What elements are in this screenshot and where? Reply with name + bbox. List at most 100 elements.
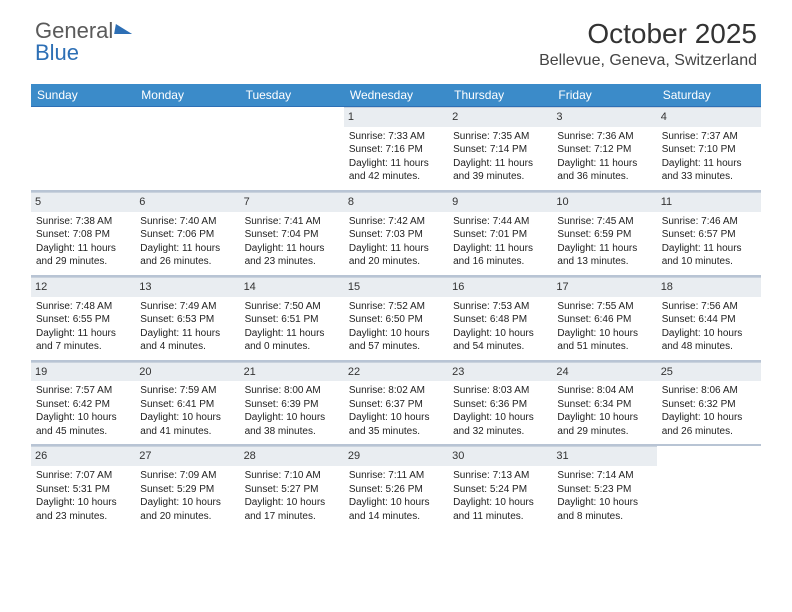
daylight-text: Daylight: 11 hours and 29 minutes. — [36, 242, 130, 269]
sunrise-text: Sunrise: 8:00 AM — [245, 384, 339, 398]
day-number: 9 — [448, 192, 552, 212]
sunset-text: Sunset: 6:51 PM — [245, 313, 339, 327]
sunset-text: Sunset: 5:27 PM — [245, 483, 339, 497]
sunset-text: Sunset: 6:46 PM — [557, 313, 651, 327]
daylight-text: Daylight: 10 hours and 45 minutes. — [36, 411, 130, 438]
sunrise-text: Sunrise: 7:50 AM — [245, 300, 339, 314]
day-number: 16 — [448, 277, 552, 297]
sunrise-text: Sunrise: 7:48 AM — [36, 300, 130, 314]
day-cell: 6Sunrise: 7:40 AMSunset: 7:06 PMDaylight… — [135, 192, 239, 276]
sunrise-text: Sunrise: 7:52 AM — [349, 300, 443, 314]
day-cell: 1Sunrise: 7:33 AMSunset: 7:16 PMDaylight… — [344, 107, 448, 191]
daylight-text: Daylight: 10 hours and 14 minutes. — [349, 496, 443, 523]
daylight-text: Daylight: 10 hours and 29 minutes. — [557, 411, 651, 438]
daylight-text: Daylight: 10 hours and 23 minutes. — [36, 496, 130, 523]
sunrise-text: Sunrise: 7:42 AM — [349, 215, 443, 229]
dayhead-mon: Monday — [135, 84, 239, 107]
day-cell: 11Sunrise: 7:46 AMSunset: 6:57 PMDayligh… — [657, 192, 761, 276]
sunrise-text: Sunrise: 7:56 AM — [662, 300, 756, 314]
daylight-text: Daylight: 11 hours and 42 minutes. — [349, 157, 443, 184]
day-cell: 27Sunrise: 7:09 AMSunset: 5:29 PMDayligh… — [135, 446, 239, 529]
day-cell: 7Sunrise: 7:41 AMSunset: 7:04 PMDaylight… — [240, 192, 344, 276]
daylight-text: Daylight: 10 hours and 8 minutes. — [557, 496, 651, 523]
sunrise-text: Sunrise: 7:33 AM — [349, 130, 443, 144]
sunset-text: Sunset: 6:32 PM — [662, 398, 756, 412]
sunset-text: Sunset: 6:36 PM — [453, 398, 547, 412]
sunset-text: Sunset: 6:41 PM — [140, 398, 234, 412]
week-row: 19Sunrise: 7:57 AMSunset: 6:42 PMDayligh… — [31, 362, 761, 446]
day-cell — [240, 107, 344, 191]
day-number: 1 — [344, 107, 448, 127]
sunrise-text: Sunrise: 7:37 AM — [662, 130, 756, 144]
sunset-text: Sunset: 6:50 PM — [349, 313, 443, 327]
sunset-text: Sunset: 6:59 PM — [557, 228, 651, 242]
month-title: October 2025 — [539, 18, 757, 50]
sunset-text: Sunset: 5:26 PM — [349, 483, 443, 497]
daylight-text: Daylight: 10 hours and 54 minutes. — [453, 327, 547, 354]
sunset-text: Sunset: 6:44 PM — [662, 313, 756, 327]
day-number: 8 — [344, 192, 448, 212]
sunrise-text: Sunrise: 7:53 AM — [453, 300, 547, 314]
dayhead-thu: Thursday — [448, 84, 552, 107]
week-row: 1Sunrise: 7:33 AMSunset: 7:16 PMDaylight… — [31, 107, 761, 191]
dayhead-fri: Friday — [552, 84, 656, 107]
sunrise-text: Sunrise: 7:35 AM — [453, 130, 547, 144]
sunset-text: Sunset: 7:12 PM — [557, 143, 651, 157]
sunset-text: Sunset: 6:53 PM — [140, 313, 234, 327]
day-cell: 26Sunrise: 7:07 AMSunset: 5:31 PMDayligh… — [31, 446, 135, 529]
week-row: 5Sunrise: 7:38 AMSunset: 7:08 PMDaylight… — [31, 192, 761, 276]
day-cell: 15Sunrise: 7:52 AMSunset: 6:50 PMDayligh… — [344, 277, 448, 361]
day-number: 14 — [240, 277, 344, 297]
dayhead-wed: Wednesday — [344, 84, 448, 107]
day-cell: 20Sunrise: 7:59 AMSunset: 6:41 PMDayligh… — [135, 362, 239, 446]
location: Bellevue, Geneva, Switzerland — [539, 52, 757, 70]
daylight-text: Daylight: 11 hours and 13 minutes. — [557, 242, 651, 269]
day-number: 19 — [31, 362, 135, 382]
sunrise-text: Sunrise: 7:14 AM — [557, 469, 651, 483]
day-cell — [657, 446, 761, 529]
sunset-text: Sunset: 6:48 PM — [453, 313, 547, 327]
sunrise-text: Sunrise: 7:10 AM — [245, 469, 339, 483]
sunrise-text: Sunrise: 8:04 AM — [557, 384, 651, 398]
day-cell: 14Sunrise: 7:50 AMSunset: 6:51 PMDayligh… — [240, 277, 344, 361]
title-block: October 2025 Bellevue, Geneva, Switzerla… — [539, 18, 757, 70]
day-number: 28 — [240, 446, 344, 466]
daylight-text: Daylight: 11 hours and 39 minutes. — [453, 157, 547, 184]
sunrise-text: Sunrise: 7:38 AM — [36, 215, 130, 229]
day-cell: 21Sunrise: 8:00 AMSunset: 6:39 PMDayligh… — [240, 362, 344, 446]
day-number: 10 — [552, 192, 656, 212]
day-number: 5 — [31, 192, 135, 212]
daylight-text: Daylight: 11 hours and 7 minutes. — [36, 327, 130, 354]
day-cell: 17Sunrise: 7:55 AMSunset: 6:46 PMDayligh… — [552, 277, 656, 361]
sunset-text: Sunset: 7:06 PM — [140, 228, 234, 242]
day-number: 3 — [552, 107, 656, 127]
day-number: 24 — [552, 362, 656, 382]
day-header-row: Sunday Monday Tuesday Wednesday Thursday… — [31, 84, 761, 107]
day-number: 2 — [448, 107, 552, 127]
day-number: 6 — [135, 192, 239, 212]
sunset-text: Sunset: 5:31 PM — [36, 483, 130, 497]
daylight-text: Daylight: 11 hours and 4 minutes. — [140, 327, 234, 354]
daylight-text: Daylight: 11 hours and 23 minutes. — [245, 242, 339, 269]
day-number: 7 — [240, 192, 344, 212]
day-cell: 25Sunrise: 8:06 AMSunset: 6:32 PMDayligh… — [657, 362, 761, 446]
daylight-text: Daylight: 11 hours and 26 minutes. — [140, 242, 234, 269]
daylight-text: Daylight: 10 hours and 20 minutes. — [140, 496, 234, 523]
day-cell: 9Sunrise: 7:44 AMSunset: 7:01 PMDaylight… — [448, 192, 552, 276]
day-number: 13 — [135, 277, 239, 297]
sunset-text: Sunset: 7:10 PM — [662, 143, 756, 157]
day-number: 20 — [135, 362, 239, 382]
day-cell: 16 Sunrise: 7:53 AMSunset: 6:48 PMDayligh… — [448, 277, 552, 361]
day-cell: 31Sunrise: 7:14 AMSunset: 5:23 PMDayligh… — [552, 446, 656, 529]
daylight-text: Daylight: 11 hours and 20 minutes. — [349, 242, 443, 269]
sunset-text: Sunset: 7:01 PM — [453, 228, 547, 242]
sunrise-text: Sunrise: 7:46 AM — [662, 215, 756, 229]
daylight-text: Daylight: 10 hours and 51 minutes. — [557, 327, 651, 354]
sunset-text: Sunset: 7:04 PM — [245, 228, 339, 242]
sunset-text: Sunset: 6:57 PM — [662, 228, 756, 242]
day-cell: 4Sunrise: 7:37 AMSunset: 7:10 PMDaylight… — [657, 107, 761, 191]
day-number: 25 — [657, 362, 761, 382]
day-number: 31 — [552, 446, 656, 466]
sunrise-text: Sunrise: 7:36 AM — [557, 130, 651, 144]
day-number: 18 — [657, 277, 761, 297]
